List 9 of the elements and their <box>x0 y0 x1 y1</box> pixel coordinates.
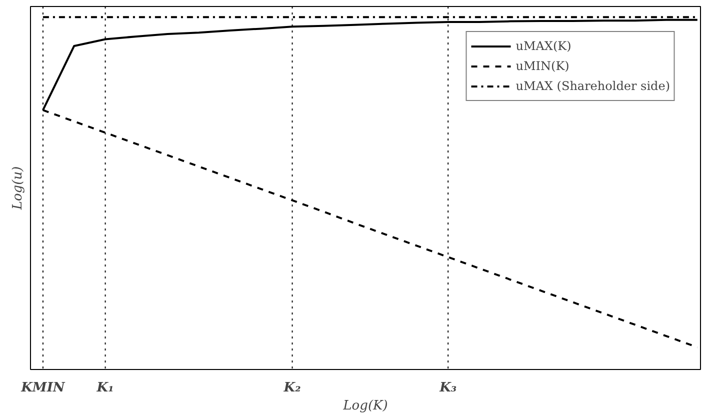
x-tick-label: K₃ <box>438 380 457 396</box>
x-tick-label: KMIN <box>20 380 66 396</box>
y-axis-title: Log(u) <box>10 166 26 211</box>
legend-label: uMIN(K) <box>516 59 570 73</box>
legend-label: uMAX (Shareholder side) <box>516 79 670 93</box>
x-axis-title: Log(K) <box>342 398 388 414</box>
legend-label: uMAX(K) <box>516 39 572 53</box>
x-tick-label: K₁ <box>96 380 114 396</box>
x-tick-label: K₂ <box>282 380 302 396</box>
